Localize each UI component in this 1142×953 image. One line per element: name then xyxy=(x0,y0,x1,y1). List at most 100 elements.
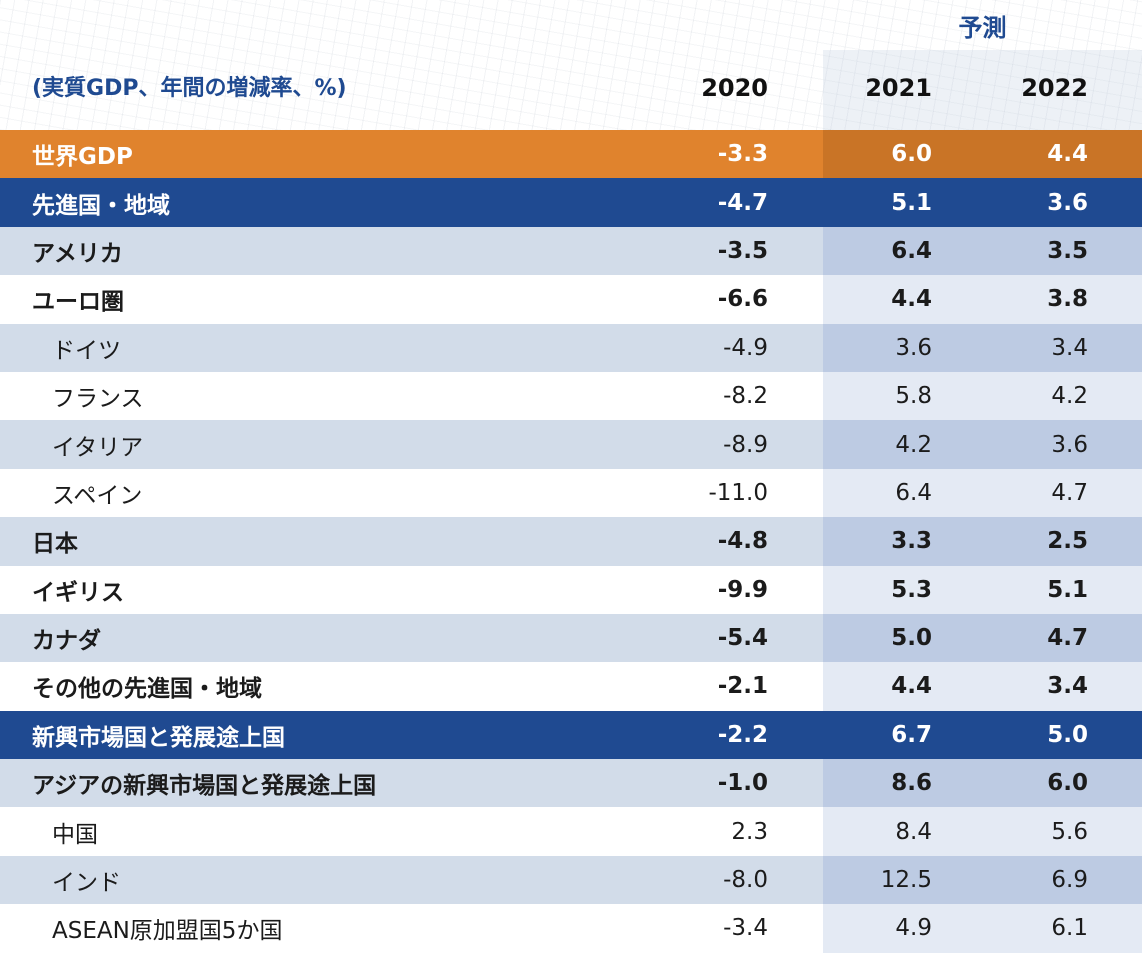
value-2020: -3.5 xyxy=(717,237,768,264)
value-2021: 8.6 xyxy=(891,770,932,797)
value-2021: 12.5 xyxy=(880,867,932,894)
year-header-2020: 2020 xyxy=(701,74,768,102)
forecast-cell-shade xyxy=(823,371,1142,421)
value-2021: 4.9 xyxy=(895,915,932,942)
row-label: フランス xyxy=(52,386,144,413)
value-2022: 6.1 xyxy=(1051,915,1088,942)
value-2022: 5.1 xyxy=(1047,576,1088,603)
value-2021: 3.6 xyxy=(895,334,932,361)
value-2021: 5.3 xyxy=(891,576,932,603)
forecast-cell-shade xyxy=(823,807,1142,856)
value-2022: 6.9 xyxy=(1051,867,1088,894)
unit-label: (実質GDP、年間の増減率、%) xyxy=(32,76,347,101)
value-2022: 4.4 xyxy=(1047,141,1088,168)
value-2020: -1.0 xyxy=(717,770,768,797)
background-mesh xyxy=(0,0,1142,130)
forecast-cell-shade xyxy=(823,130,1142,179)
year-header-2022: 2022 xyxy=(1021,74,1088,102)
value-2021: 6.4 xyxy=(891,237,932,264)
table-row: 先進国・地域 -4.7 5.1 3.6 xyxy=(0,178,1142,227)
value-2021: 8.4 xyxy=(895,818,932,845)
value-2021: 5.8 xyxy=(895,383,932,410)
forecast-cell-shade xyxy=(823,468,1142,518)
table-row: アメリカ -3.5 6.4 3.5 xyxy=(0,226,1142,276)
gdp-table-body: 世界GDP -3.3 6.0 4.4 先進国・地域 -4.7 5.1 3.6 アメリカ -3.5 6… xyxy=(0,130,1142,953)
value-2022: 4.7 xyxy=(1047,625,1088,652)
table-row: 新興市場国と発展途上国 -2.2 6.7 5.0 xyxy=(0,710,1142,760)
row-label: ユーロ圏 xyxy=(32,289,124,316)
year-header-2021: 2021 xyxy=(865,74,932,102)
forecast-cell-shade xyxy=(823,178,1142,227)
value-2021: 6.0 xyxy=(891,141,932,168)
row-label: アメリカ xyxy=(32,240,123,267)
value-2022: 5.6 xyxy=(1051,818,1088,845)
table-row: ASEAN原加盟国5か国 -3.4 4.9 6.1 xyxy=(0,904,1142,953)
value-2021: 5.1 xyxy=(891,189,932,216)
value-2020: -2.2 xyxy=(717,721,768,748)
table-row: ドイツ -4.9 3.6 3.4 xyxy=(0,323,1142,372)
value-2022: 3.5 xyxy=(1047,237,1088,264)
row-label: 日本 xyxy=(32,531,78,558)
value-2020: -2.1 xyxy=(717,673,768,700)
forecast-cell-shade xyxy=(823,710,1142,760)
forecast-cell-shade xyxy=(823,420,1142,469)
value-2020: -3.4 xyxy=(723,915,768,942)
row-label: イギリス xyxy=(32,579,124,606)
forecast-cell-shade xyxy=(823,613,1142,663)
row-label: ドイツ xyxy=(52,337,121,364)
row-label: 世界GDP xyxy=(32,144,133,171)
forecast-cell-shade xyxy=(823,759,1142,808)
row-label: ASEAN原加盟国5か国 xyxy=(52,918,283,945)
value-2021: 4.2 xyxy=(895,431,932,458)
table-row: アジアの新興市場国と発展途上国 -1.0 8.6 6.0 xyxy=(0,759,1142,808)
row-label: インド xyxy=(52,870,121,897)
row-label: カナダ xyxy=(32,628,101,655)
value-2020: -4.9 xyxy=(723,334,768,361)
row-label: アジアの新興市場国と発展途上国 xyxy=(32,773,377,800)
value-2022: 3.8 xyxy=(1047,286,1088,313)
table-row: その他の先進国・地域 -2.1 4.4 3.4 xyxy=(0,662,1142,711)
value-2021: 6.4 xyxy=(895,479,932,506)
value-2021: 5.0 xyxy=(891,625,932,652)
forecast-cell-shade xyxy=(823,855,1142,905)
value-2020: -3.3 xyxy=(717,141,768,168)
value-2021: 4.4 xyxy=(891,673,932,700)
value-2021: 4.4 xyxy=(891,286,932,313)
table-row: スペイン -11.0 6.4 4.7 xyxy=(0,468,1142,518)
value-2021: 6.7 xyxy=(891,721,932,748)
value-2020: -4.8 xyxy=(717,528,768,555)
forecast-cell-shade xyxy=(823,275,1142,324)
value-2022: 3.6 xyxy=(1047,189,1088,216)
value-2022: 4.2 xyxy=(1051,383,1088,410)
table-row: イギリス -9.9 5.3 5.1 xyxy=(0,565,1142,614)
forecast-cell-shade xyxy=(823,517,1142,566)
row-label: 中国 xyxy=(52,821,98,848)
value-2020: -4.7 xyxy=(717,189,768,216)
row-label: スペイン xyxy=(52,482,143,509)
forecast-header: 予測 xyxy=(958,14,1007,42)
forecast-cell-shade xyxy=(823,226,1142,276)
value-2020: -5.4 xyxy=(717,625,768,652)
table-row: 世界GDP -3.3 6.0 4.4 xyxy=(0,130,1142,179)
row-label: 新興市場国と発展途上国 xyxy=(32,724,285,751)
table-row: 中国 2.3 8.4 5.6 xyxy=(0,807,1142,856)
table-row: カナダ -5.4 5.0 4.7 xyxy=(0,613,1142,663)
row-label: イタリア xyxy=(52,434,144,461)
row-label: 先進国・地域 xyxy=(32,192,170,219)
row-label: その他の先進国・地域 xyxy=(32,676,262,703)
value-2020: 2.3 xyxy=(731,818,768,845)
table-row: ユーロ圏 -6.6 4.4 3.8 xyxy=(0,275,1142,324)
value-2022: 5.0 xyxy=(1047,721,1088,748)
value-2022: 3.4 xyxy=(1051,334,1088,361)
forecast-cell-shade xyxy=(823,565,1142,614)
value-2021: 3.3 xyxy=(891,528,932,555)
table-row: 日本 -4.8 3.3 2.5 xyxy=(0,517,1142,566)
value-2020: -6.6 xyxy=(717,286,768,313)
forecast-cell-shade xyxy=(823,323,1142,372)
value-2020: -8.0 xyxy=(723,867,768,894)
value-2020: -8.2 xyxy=(723,383,768,410)
value-2022: 3.6 xyxy=(1051,431,1088,458)
table-row: インド -8.0 12.5 6.9 xyxy=(0,855,1142,905)
value-2022: 3.4 xyxy=(1047,673,1088,700)
value-2020: -8.9 xyxy=(723,431,768,458)
